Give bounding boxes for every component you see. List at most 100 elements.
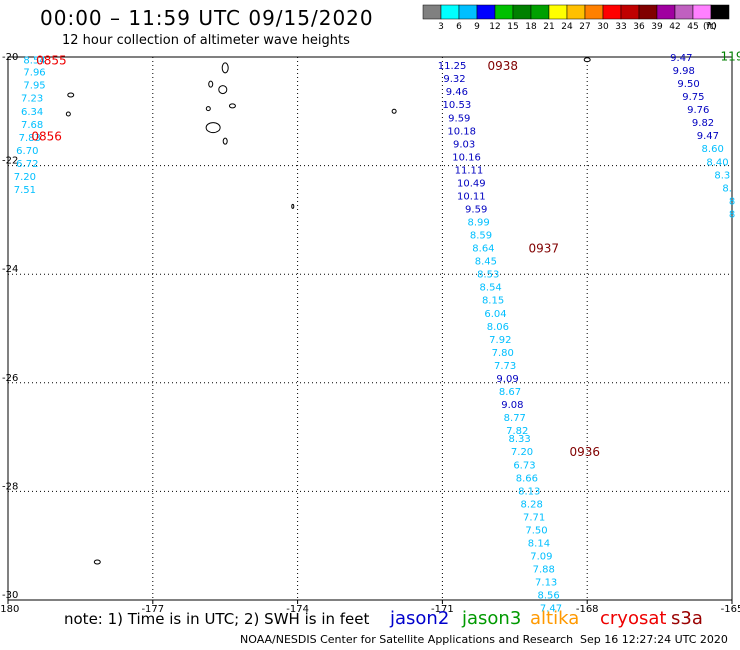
scale-tick-label: 12 xyxy=(489,22,500,32)
legend-jason3: jason3 xyxy=(462,608,522,629)
wave-height-label: 8 xyxy=(729,196,735,207)
wave-height-label: 7.20 xyxy=(511,447,533,458)
wave-height-label: 9.32 xyxy=(443,74,465,85)
island xyxy=(583,57,591,63)
legend-altika: altika xyxy=(530,608,580,629)
scale-tick-label: 70 xyxy=(705,22,717,32)
page-title: 00:00 – 11:59 UTC 09/15/2020 xyxy=(40,6,374,30)
wave-height-label: 8. xyxy=(722,183,732,194)
scale-tick-label: 24 xyxy=(561,22,573,32)
scale-swatch xyxy=(638,4,658,20)
wave-height-label: 8.28 xyxy=(521,499,543,510)
wave-height-label: 8.54 xyxy=(480,283,502,294)
wave-height-label: 10.16 xyxy=(452,152,481,163)
island xyxy=(218,85,228,95)
wave-height-label: 8.99 xyxy=(467,218,489,229)
wave-height-label: 7.47 xyxy=(540,604,562,615)
wave-height-label: 9.59 xyxy=(465,204,487,215)
wave-height-label: 8.64 xyxy=(472,244,494,255)
wave-height-label: 10.11 xyxy=(457,191,486,202)
island xyxy=(228,103,236,109)
wave-height-label: 6.34 xyxy=(21,107,43,118)
wave-height-label: 8.53 xyxy=(477,270,499,281)
wave-height-label: 7.83 xyxy=(19,133,41,144)
wave-height-label: 8.33 xyxy=(508,434,530,445)
scale-tick-label: 42 xyxy=(669,22,680,32)
wave-height-label: 10.49 xyxy=(457,178,486,189)
time-labels: 0855 0856 0938 0937 0936 119 xyxy=(31,49,740,459)
island xyxy=(205,106,211,112)
scale-swatch xyxy=(530,4,550,20)
scale-swatch xyxy=(440,4,460,20)
wave-height-label: 7.20 xyxy=(14,172,36,183)
tick-label-y: -26 xyxy=(2,373,18,384)
scale-tick-label: 36 xyxy=(633,22,645,32)
wave-height-label: 9.47 xyxy=(697,131,719,142)
wave-height-label: 8.45 xyxy=(475,257,497,268)
wave-height-label: 8.14 xyxy=(528,538,550,549)
time-label: 0936 xyxy=(570,445,601,459)
wave-height-label: 7.23 xyxy=(21,94,43,105)
wave-height-label: 7.51 xyxy=(14,185,36,196)
scale-tick-label: 18 xyxy=(525,22,537,32)
chart-subtitle: 12 hour collection of altimeter wave hei… xyxy=(62,33,350,48)
wave-height-label: 9.47 xyxy=(670,53,692,64)
wave-height-label: 9.09 xyxy=(496,374,518,385)
scale-tick-label: 33 xyxy=(615,22,626,32)
scale-tick-label: 6 xyxy=(456,22,462,32)
wave-height-label: 9.59 xyxy=(448,113,470,124)
scale-swatch xyxy=(674,4,694,20)
tick-label-x: -177 xyxy=(141,604,164,615)
island xyxy=(221,62,229,74)
scale-swatch xyxy=(602,4,622,20)
island xyxy=(65,111,71,117)
wave-height-label: 9.46 xyxy=(446,87,468,98)
wave-height-label: 11.11 xyxy=(455,165,484,176)
wave-height-label: 7.50 xyxy=(525,525,547,536)
legend-s3a: s3a xyxy=(671,608,703,629)
wave-height-label: 8 xyxy=(729,209,735,220)
island xyxy=(208,80,214,88)
island xyxy=(222,137,228,145)
wave-height-label: 7.80 xyxy=(492,348,514,359)
wave-height-label: 8.66 xyxy=(516,473,538,484)
wave-height-label: 7.73 xyxy=(494,361,516,372)
wave-height-label: 8.13 xyxy=(518,486,540,497)
color-scale: 3 6 9 12 15 18 21 24 27 30 33 36 39 42 45 70 xyxy=(422,4,730,32)
wave-height-label: 8.40 xyxy=(706,157,728,168)
wave-height-label: 8.60 xyxy=(702,144,724,155)
wave-height-label: 7.82 xyxy=(506,426,528,437)
wave-height-label: 8.15 xyxy=(482,296,504,307)
time-label: 0937 xyxy=(528,242,559,256)
island xyxy=(67,92,75,98)
tick-label-x: -174 xyxy=(286,604,309,615)
wave-height-label: 8.77 xyxy=(504,413,526,424)
wave-height-label: 8.54 xyxy=(23,56,45,67)
island xyxy=(93,559,101,565)
scale-tick-label: 15 xyxy=(507,22,518,32)
scale-swatch xyxy=(692,4,712,20)
axis-ticks: -180 -177 -174 -171 -168 -165 -20 -22 -24 -26 -28 -… xyxy=(0,52,740,615)
time-label: 0938 xyxy=(487,59,518,73)
wave-height-label: 9.75 xyxy=(682,92,704,103)
scale-swatch xyxy=(458,4,478,20)
wave-height-label: 6.04 xyxy=(484,309,506,320)
wave-height-points: 8.547.967.957.236.347.687.836.706.727.20… xyxy=(14,53,735,615)
wave-height-label: 9.03 xyxy=(453,139,475,150)
scale-tick-label: 45 xyxy=(687,22,698,32)
scale-swatch xyxy=(620,4,640,20)
wave-height-label: 6.73 xyxy=(513,460,535,471)
tick-label-x: -180 xyxy=(0,604,19,615)
scale-swatch xyxy=(656,4,676,20)
scale-swatch xyxy=(494,4,514,20)
legend-cryosat: cryosat xyxy=(600,608,667,629)
scale-tick-label: 9 xyxy=(474,22,480,32)
scale-swatch xyxy=(566,4,586,20)
wave-height-label: 7.95 xyxy=(23,81,45,92)
footer-note: note: 1) Time is in UTC; 2) SWH is in fe… xyxy=(64,610,370,628)
time-label: 119 xyxy=(721,49,740,63)
tick-label-y: -20 xyxy=(2,52,18,63)
scale-swatch xyxy=(476,4,496,20)
island xyxy=(391,108,397,114)
